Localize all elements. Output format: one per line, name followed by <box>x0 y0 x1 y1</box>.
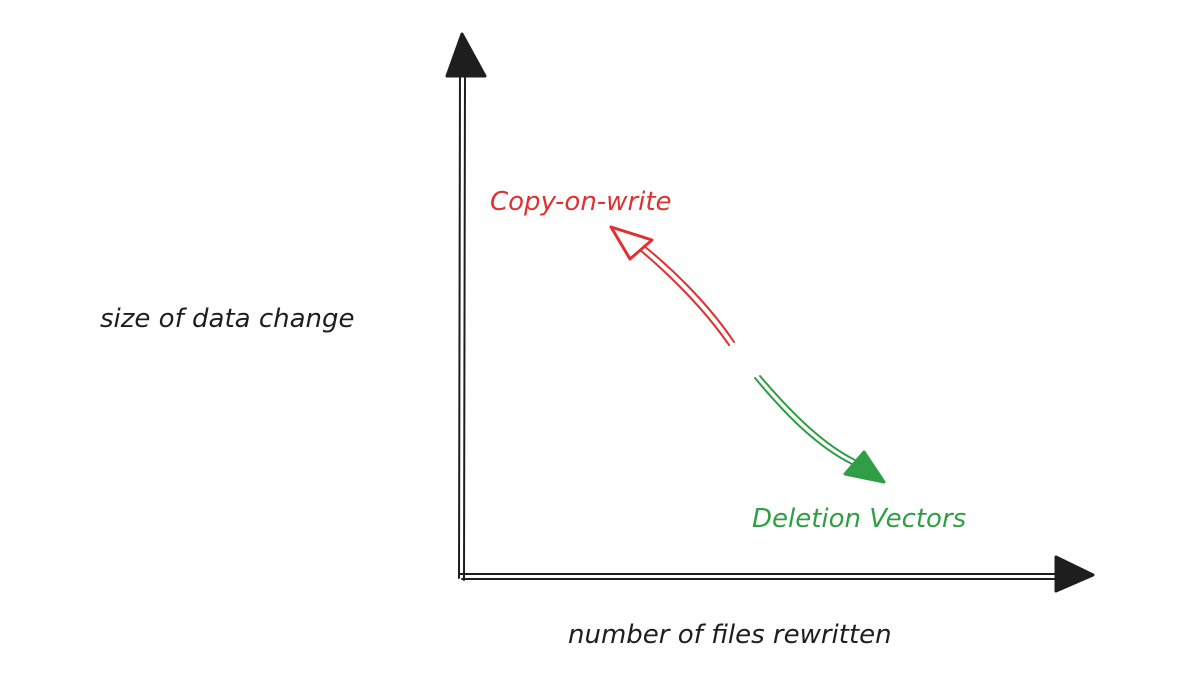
deletion-vectors-label: Deletion Vectors <box>752 504 966 534</box>
copy-on-write-arrowhead <box>609 225 654 261</box>
copy-on-write-label: Copy-on-write <box>490 187 672 217</box>
copy-on-write-arrow-shaft <box>639 249 730 346</box>
deletion-vectors-arrow-shaft-sketch <box>759 375 856 461</box>
copy-on-write-arrow <box>609 225 735 346</box>
y-axis-line-sketch <box>463 71 466 581</box>
deletion-vectors-arrow-shaft <box>754 377 853 465</box>
deletion-vectors-arrow <box>754 375 886 484</box>
y-axis-line <box>458 69 461 579</box>
x-axis <box>459 555 1095 593</box>
y-axis-label: size of data change <box>100 304 355 334</box>
y-axis-arrowhead <box>445 32 487 78</box>
x-axis-label: number of files rewritten <box>568 620 892 650</box>
deletion-vectors-arrowhead <box>843 450 886 484</box>
y-axis <box>445 32 487 581</box>
copy-on-write-arrow-shaft-sketch <box>643 245 735 343</box>
x-axis-arrowhead <box>1054 555 1095 593</box>
